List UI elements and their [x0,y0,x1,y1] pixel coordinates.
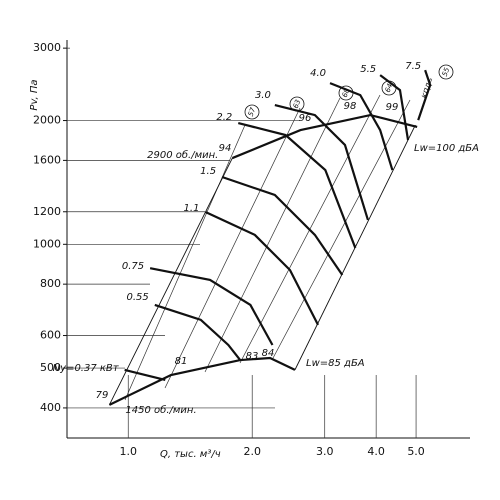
x-axis-label: Q, тыс. м³/ч [160,449,221,460]
system-line [204,97,341,373]
y-tick-label: 800 [40,277,61,290]
x-tick-label: 3.0 [316,445,334,458]
y-tick-label: 600 [40,329,61,342]
curve [417,69,432,121]
boundary-line [294,124,416,371]
y-tick-label: 500 [40,361,61,374]
curve [274,104,369,221]
efficiency-label: 84 [262,348,275,359]
curve-label: 4.0 [310,68,326,79]
efficiency-value: 57 [247,106,258,118]
efficiency-label: 96 [299,113,312,124]
efficiency-caption: КПД= [421,76,436,99]
system-lines [124,94,411,401]
efficiency-label: 98 [344,101,357,112]
efficiency-circle [338,85,354,101]
x-tick-label: 2.0 [243,445,261,458]
curve [124,368,166,381]
curve [149,267,274,346]
y-tick-label: 1000 [33,237,61,250]
curve [231,113,418,160]
curve [205,211,320,326]
y-tick-label: 3000 [33,41,61,54]
curve-label: 2.2 [216,112,232,123]
y-tick-label: 2000 [33,114,61,127]
curve-label: Ny=0.37 кВт [53,363,120,374]
curve-label: 1450 об./мин. [125,404,196,416]
curve-label: 7.5 [405,61,421,72]
curve-label: 0.75 [122,261,144,272]
curve-label: 1.1 [184,203,200,214]
curve [108,356,296,406]
efficiency-circle [438,64,454,80]
efficiency-circle [381,80,397,96]
efficiency-label: 79 [96,390,109,401]
efficiency-value: 68 [341,87,352,99]
y-tick-label: 400 [40,401,61,414]
curve [379,74,410,141]
annotation: Lw=100 дБА [414,143,479,154]
efficiency-circle [289,96,305,112]
curve [329,82,394,171]
system-line [271,99,411,361]
efficiency-circle [244,104,260,120]
system-line [164,107,301,389]
x-tick-label: 1.0 [119,445,137,458]
system-line [124,124,246,401]
annotation: Lw=85 дБА [306,358,365,369]
curve [237,121,357,249]
y-tick-label: 1600 [33,153,61,166]
curve-label: 0.55 [127,292,149,303]
curve [221,175,344,276]
curve-label: 5.5 [360,64,376,75]
x-tick-label: 5.0 [407,445,425,458]
x-tick-label: 4.0 [367,445,385,458]
efficiency-value: 63 [292,98,303,109]
efficiency-value: 64 [384,82,395,93]
efficiency-value: 55 [441,66,452,78]
y-tick-label: 1200 [33,205,61,218]
efficiency-label: 81 [175,356,188,367]
curve-label: 2900 об./мин. [147,149,218,161]
curve-label: 3.0 [255,90,271,101]
curve [154,303,242,361]
y-axis-label: Pv, Па [29,79,40,110]
boundary-line [109,157,233,406]
efficiency-label: 94 [219,143,232,154]
curve-label: 1.5 [200,166,216,177]
efficiency-label: 99 [386,102,399,113]
efficiency-label: 83 [246,351,259,362]
